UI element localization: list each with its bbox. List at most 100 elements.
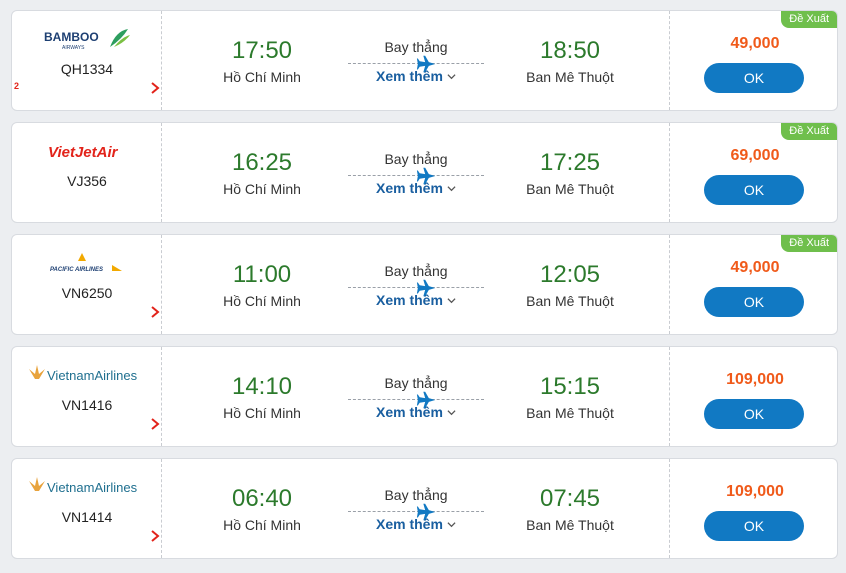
more-details-link[interactable]: Xem thêm [376,292,466,308]
airplane-icon [416,55,436,73]
ok-button[interactable]: OK [704,63,804,93]
price: 109,000 [726,371,784,388]
route-line [348,175,484,176]
more-details-label: Xem thêm [376,292,443,308]
ok-button[interactable]: OK [704,511,804,541]
tail-mark-icon [151,530,160,542]
airline-column: BAMBOO AIRWAYS QH1334 2 [12,11,162,110]
route-type: Bay thẳng [384,487,448,503]
arrival-city: Ban Mê Thuột [526,69,614,85]
recommended-badge: Đề Xuất [781,11,837,28]
route-type: Bay thẳng [384,151,448,167]
bamboo-airways-logo: BAMBOO AIRWAYS [12,25,162,55]
flight-card: VietnamAirlines VN1416 14:10 Hồ Chí Minh… [11,346,838,447]
chevron-down-icon [447,73,456,79]
arrival-city: Ban Mê Thuột [526,517,614,533]
route-line [348,399,484,400]
departure-time: 17:50 [231,37,293,64]
route-info: Bay thẳng Xem thêm [348,37,484,89]
price: 49,000 [730,35,780,52]
tail-mark-icon [151,306,160,318]
tail-mark-icon [151,418,160,430]
price: 109,000 [726,483,784,500]
flight-code: VJ356 [67,173,107,189]
svg-text:PACIFIC AIRLINES: PACIFIC AIRLINES [50,267,103,273]
arrival-time: 17:25 [539,149,601,176]
departure-time: 06:40 [231,485,293,512]
more-details-label: Xem thêm [376,404,443,420]
arrival-time: 07:45 [539,485,601,512]
price: 69,000 [730,147,780,164]
flight-code: VN6250 [61,285,113,301]
airplane-icon [416,503,436,521]
price-column: 49,000 OK [669,11,837,110]
svg-text:BAMBOO: BAMBOO [44,30,99,44]
more-details-label: Xem thêm [376,516,443,532]
chevron-down-icon [447,185,456,191]
departure-city: Hồ Chí Minh [223,293,301,309]
airplane-icon [416,391,436,409]
more-details-link[interactable]: Xem thêm [376,68,466,84]
tail-mark-icon [151,82,160,94]
price-column: 109,000 OK [669,459,837,558]
route-type: Bay thẳng [384,375,448,391]
svg-text:VietnamAirlines: VietnamAirlines [47,480,138,495]
more-details-link[interactable]: Xem thêm [376,516,466,532]
ok-button[interactable]: OK [704,399,804,429]
more-details-label: Xem thêm [376,180,443,196]
departure-city: Hồ Chí Minh [223,405,301,421]
svg-text:AIRWAYS: AIRWAYS [62,45,85,51]
vietjet-air-logo: VietJetAir [12,137,162,167]
flight-card: BAMBOO AIRWAYS QH1334 2 17:50 Hồ Chí Min… [11,10,838,111]
airline-column: VietJetAir VJ356 [12,123,162,222]
flight-list: BAMBOO AIRWAYS QH1334 2 17:50 Hồ Chí Min… [11,10,838,570]
route-info: Bay thẳng Xem thêm [348,261,484,313]
airplane-icon [416,167,436,185]
ok-button[interactable]: OK [704,287,804,317]
departure-time: 11:00 [232,261,292,288]
more-details-link[interactable]: Xem thêm [376,180,466,196]
airline-column: PACIFIC AIRLINES VN6250 [12,235,162,334]
side-mark-icon [14,305,18,315]
departure-city: Hồ Chí Minh [223,517,301,533]
route-line [348,63,484,64]
arrival-city: Ban Mê Thuột [526,405,614,421]
ok-button[interactable]: OK [704,175,804,205]
arrival-time: 15:15 [539,373,601,400]
route-info: Bay thẳng Xem thêm [348,485,484,537]
vietnam-airlines-logo: VietnamAirlines [12,473,162,503]
vietnam-airlines-logo: VietnamAirlines [12,361,162,391]
airline-column: VietnamAirlines VN1416 [12,347,162,446]
price: 49,000 [730,259,780,276]
route-info: Bay thẳng Xem thêm [348,373,484,425]
airplane-icon [416,279,436,297]
airline-column: VietnamAirlines VN1414 [12,459,162,558]
more-details-label: Xem thêm [376,68,443,84]
departure-time: 16:25 [231,149,293,176]
flight-code: VN1414 [61,509,113,525]
arrival-city: Ban Mê Thuột [526,293,614,309]
route-line [348,511,484,512]
flight-card: PACIFIC AIRLINES VN6250 11:00 Hồ Chí Min… [11,234,838,335]
flight-code: QH1334 [60,61,114,77]
departure-city: Hồ Chí Minh [223,181,301,197]
route-type: Bay thẳng [384,263,448,279]
pacific-airlines-logo: PACIFIC AIRLINES [12,249,162,279]
price-column: 109,000 OK [669,347,837,446]
chevron-down-icon [447,521,456,527]
flight-code: VN1416 [61,397,113,413]
side-mark-icon: 2 [14,81,20,91]
route-info: Bay thẳng Xem thêm [348,149,484,201]
svg-text:VietnamAirlines: VietnamAirlines [47,368,138,383]
departure-city: Hồ Chí Minh [223,69,301,85]
more-details-link[interactable]: Xem thêm [376,404,466,420]
price-column: 69,000 OK [669,123,837,222]
route-line [348,287,484,288]
recommended-badge: Đề Xuất [781,123,837,140]
svg-text:VietJetAir: VietJetAir [48,144,119,161]
arrival-city: Ban Mê Thuột [526,181,614,197]
route-type: Bay thẳng [384,39,448,55]
chevron-down-icon [447,409,456,415]
chevron-down-icon [447,297,456,303]
flight-card: VietnamAirlines VN1414 06:40 Hồ Chí Minh… [11,458,838,559]
